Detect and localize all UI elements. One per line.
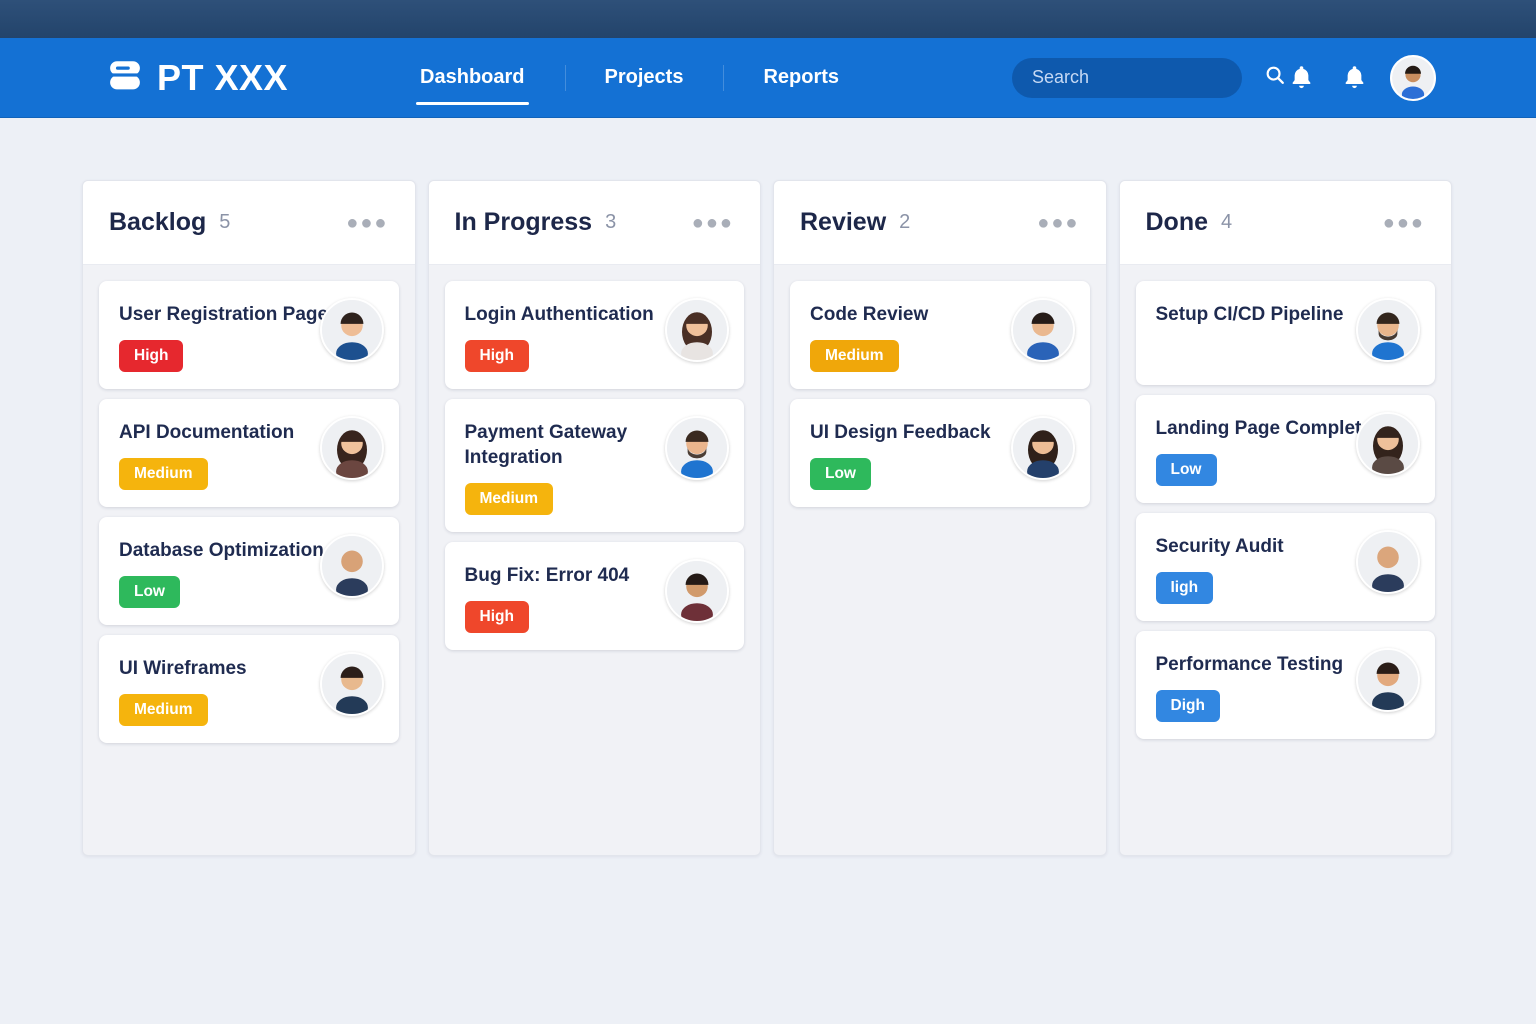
card-title: Setup CI/CD Pipeline bbox=[1155, 304, 1344, 325]
tab-reports-label: Reports bbox=[763, 66, 840, 88]
column-count: 5 bbox=[219, 211, 231, 233]
column-backlog: Backlog 5 ●●● User Registration Page Hig… bbox=[82, 180, 416, 856]
card-title: Security Audit bbox=[1155, 535, 1284, 557]
brand[interactable]: PT XXX bbox=[108, 57, 288, 99]
nav-tabs: Dashboard Projects Reports bbox=[380, 38, 879, 118]
priority-badge: Low bbox=[119, 575, 180, 608]
tab-projects[interactable]: Projects bbox=[564, 38, 724, 118]
assignee-avatar bbox=[1356, 529, 1420, 594]
bell-icon-1[interactable] bbox=[1288, 64, 1315, 91]
task-card[interactable]: Landing Page Completed Low bbox=[1135, 395, 1435, 503]
search-input[interactable] bbox=[1032, 67, 1264, 88]
kanban-board: Backlog 5 ●●● User Registration Page Hig… bbox=[0, 118, 1536, 856]
assignee-avatar bbox=[319, 651, 384, 716]
task-card[interactable]: Setup CI/CD Pipeline bbox=[1135, 281, 1435, 385]
task-card[interactable]: Security Audit Iigh bbox=[1135, 512, 1435, 621]
column-backlog-header: Backlog 5 ●●● bbox=[83, 181, 415, 265]
notification-area bbox=[1288, 64, 1368, 91]
assignee-avatar bbox=[1010, 415, 1075, 480]
card-title: Bug Fix: Error 404 bbox=[464, 564, 630, 586]
tab-dashboard-label: Dashboard bbox=[420, 66, 525, 88]
column-title: Done bbox=[1145, 208, 1209, 236]
column-backlog-body: User Registration Page High API Document… bbox=[83, 265, 415, 759]
priority-badge: Medium bbox=[810, 340, 899, 372]
card-title: UI Wireframes bbox=[119, 657, 247, 679]
task-card[interactable]: UI Design Feedback Low bbox=[790, 398, 1090, 507]
assignee-avatar bbox=[1356, 298, 1420, 362]
column-count: 3 bbox=[605, 211, 617, 233]
assignee-avatar bbox=[319, 298, 384, 362]
priority-badge: High bbox=[464, 600, 529, 633]
card-title: API Documentation bbox=[119, 421, 295, 443]
search-box[interactable] bbox=[1012, 57, 1284, 98]
task-card[interactable]: API Documentation Medium bbox=[99, 398, 399, 507]
task-card[interactable]: Payment Gateway Integration Medium bbox=[444, 398, 744, 532]
bell-icon-2[interactable] bbox=[1341, 64, 1368, 91]
stacked-layers-icon bbox=[108, 58, 142, 97]
priority-badge: Low bbox=[810, 457, 871, 490]
card-title: Code Review bbox=[810, 304, 929, 325]
column-menu-icon[interactable]: ●●● bbox=[346, 211, 389, 234]
priority-badge: Low bbox=[1155, 454, 1217, 486]
card-title: Landing Page Completed bbox=[1155, 418, 1384, 439]
column-review-body: Code Review Medium UI Design Feedback Lo… bbox=[774, 265, 1106, 523]
tab-projects-label: Projects bbox=[604, 66, 684, 88]
assignee-avatar bbox=[319, 415, 384, 480]
priority-badge: Medium bbox=[464, 483, 554, 515]
assignee-avatar bbox=[1010, 298, 1075, 362]
assignee-avatar bbox=[319, 533, 384, 598]
assignee-avatar bbox=[665, 558, 729, 623]
card-title: Login Authentication bbox=[464, 304, 654, 325]
priority-badge: Medium bbox=[119, 693, 208, 726]
search-icon[interactable] bbox=[1264, 64, 1287, 92]
card-title: Performance Testing bbox=[1155, 653, 1344, 675]
tab-dashboard[interactable]: Dashboard bbox=[380, 38, 564, 118]
column-menu-icon[interactable]: ●●● bbox=[691, 211, 734, 234]
task-card[interactable]: Database Optimization Low bbox=[99, 516, 399, 625]
card-title: Payment Gateway Integration bbox=[464, 421, 628, 468]
column-count: 4 bbox=[1221, 211, 1233, 233]
card-title: UI Design Feedback bbox=[810, 421, 991, 443]
column-in-progress-body: Login Authentication High Payment Gatewa… bbox=[429, 265, 761, 666]
column-in-progress-header: In Progress 3 ●●● bbox=[428, 181, 760, 265]
assignee-avatar bbox=[1356, 412, 1420, 476]
card-title: User Registration Page bbox=[119, 304, 329, 325]
task-card[interactable]: Code Review Medium bbox=[790, 281, 1090, 389]
task-card[interactable]: User Registration Page High bbox=[99, 281, 399, 389]
brand-title: PT XXX bbox=[157, 56, 289, 98]
priority-badge: High bbox=[119, 340, 184, 372]
column-title: Backlog bbox=[109, 208, 207, 236]
column-title: Review bbox=[800, 208, 887, 236]
task-card[interactable]: Login Authentication High bbox=[444, 281, 744, 389]
tab-reports[interactable]: Reports bbox=[723, 38, 879, 118]
task-card[interactable]: Performance Testing Digh bbox=[1135, 630, 1435, 739]
priority-badge: High bbox=[464, 340, 529, 372]
column-in-progress: In Progress 3 ●●● Login Authentication H… bbox=[427, 180, 761, 856]
column-done-body: Setup CI/CD Pipeline Landing Page Comple… bbox=[1120, 265, 1452, 755]
column-menu-icon[interactable]: ●●● bbox=[1382, 211, 1425, 234]
column-review: Review 2 ●●● Code Review Medium UI Desig… bbox=[773, 180, 1107, 856]
task-card[interactable]: Bug Fix: Error 404 High bbox=[444, 541, 744, 650]
user-avatar[interactable] bbox=[1390, 54, 1436, 101]
priority-badge: Digh bbox=[1155, 689, 1220, 722]
priority-badge: Medium bbox=[119, 457, 208, 490]
column-menu-icon[interactable]: ●●● bbox=[1037, 211, 1080, 234]
priority-badge: Iigh bbox=[1155, 571, 1214, 604]
assignee-avatar bbox=[665, 415, 729, 480]
column-count: 2 bbox=[899, 211, 911, 233]
column-done: Done 4 ●●● Setup CI/CD Pipeline Landing … bbox=[1118, 180, 1452, 856]
assignee-avatar bbox=[665, 298, 729, 362]
task-card[interactable]: UI Wireframes Medium bbox=[99, 634, 399, 743]
browser-top-strip bbox=[0, 0, 1536, 38]
column-done-header: Done 4 ●●● bbox=[1119, 181, 1451, 265]
assignee-avatar bbox=[1356, 647, 1420, 712]
app-navbar: PT XXX Dashboard Projects Reports bbox=[0, 38, 1536, 118]
card-title: Database Optimization bbox=[119, 539, 324, 561]
column-review-header: Review 2 ●●● bbox=[774, 181, 1106, 265]
column-title: In Progress bbox=[454, 208, 593, 236]
